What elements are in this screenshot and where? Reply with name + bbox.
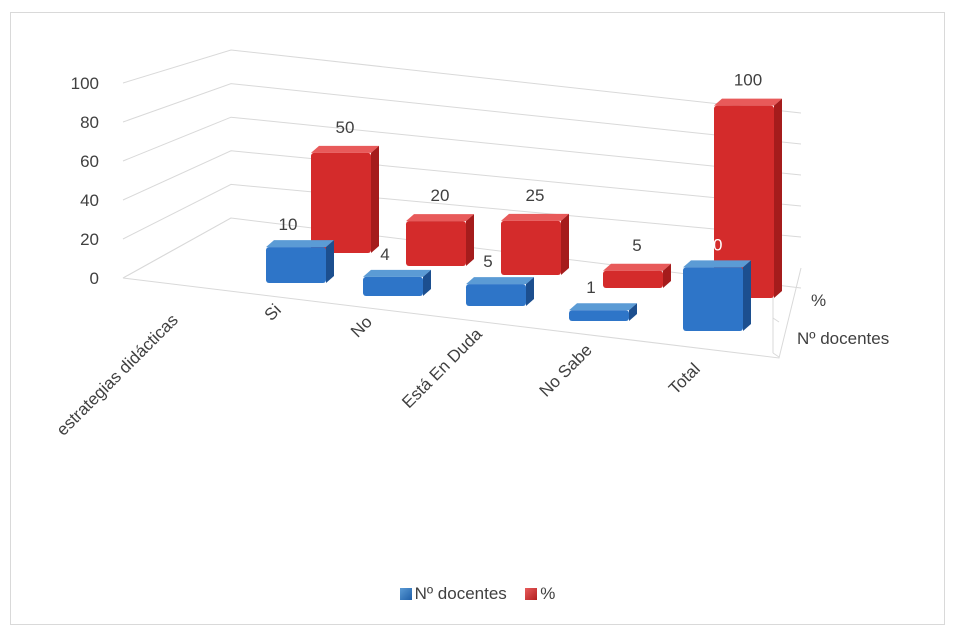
depth-axis-labels: % Nº docentes bbox=[797, 291, 889, 348]
bar-front bbox=[311, 152, 371, 253]
bar-side bbox=[466, 214, 474, 266]
legend-swatch-percent bbox=[525, 588, 538, 600]
gridline bbox=[122, 49, 802, 114]
bar-front bbox=[683, 267, 743, 331]
data-label-docentes: 1 bbox=[586, 278, 595, 297]
category-label: estrategias didácticas bbox=[53, 310, 182, 439]
bar-side bbox=[326, 240, 334, 283]
bar-docentes bbox=[683, 260, 751, 331]
y-tick-label: 80 bbox=[80, 113, 99, 132]
bar-side bbox=[774, 98, 782, 299]
data-label-percent: 100 bbox=[734, 71, 762, 90]
gridline bbox=[122, 116, 802, 176]
y-tick-label: 100 bbox=[71, 74, 99, 93]
gridline bbox=[122, 83, 802, 145]
y-tick-label: 0 bbox=[90, 269, 99, 288]
data-label-docentes: 5 bbox=[483, 252, 492, 271]
bar-side bbox=[629, 303, 637, 321]
bar-percent bbox=[603, 263, 671, 288]
category-label: Está En Duda bbox=[398, 324, 486, 412]
bar-front bbox=[501, 220, 561, 275]
data-label-percent: 25 bbox=[526, 186, 545, 205]
bar-front bbox=[569, 310, 629, 321]
category-labels: estrategias didácticas Si No Está En Duda No… bbox=[53, 300, 704, 439]
bar-docentes bbox=[363, 269, 431, 296]
bar-top bbox=[714, 98, 782, 106]
y-tick-label: 60 bbox=[80, 152, 99, 171]
data-label-layer: 50 20 25 5 100 10 4 5 1 20 bbox=[279, 71, 763, 298]
legend-label-percent: % bbox=[540, 584, 556, 603]
legend-item-docentes: Nº docentes bbox=[399, 584, 507, 604]
bar-percent bbox=[714, 98, 782, 299]
legend: Nº docentes % bbox=[0, 584, 955, 605]
data-label-percent: 20 bbox=[431, 186, 450, 205]
bar-top bbox=[363, 269, 431, 277]
bar-top bbox=[683, 260, 751, 268]
bar-top bbox=[266, 240, 334, 248]
category-label: Total bbox=[665, 359, 704, 398]
bar-front bbox=[466, 284, 526, 306]
y-tick-label: 40 bbox=[80, 191, 99, 210]
bar-top bbox=[501, 213, 569, 221]
bar-side bbox=[526, 277, 534, 306]
data-label-docentes: 10 bbox=[279, 215, 298, 234]
category-label: No Sabe bbox=[536, 340, 596, 400]
category-label: No bbox=[347, 312, 376, 341]
bar-side bbox=[561, 213, 569, 275]
bar-docentes bbox=[266, 240, 334, 283]
bar-docentes bbox=[569, 303, 637, 321]
bar-percent bbox=[501, 213, 569, 275]
gridline bbox=[122, 183, 802, 240]
bar-percent bbox=[406, 214, 474, 266]
bar-top bbox=[406, 214, 474, 222]
legend-label-docentes: Nº docentes bbox=[414, 584, 507, 603]
bar-side bbox=[743, 260, 751, 331]
bar-front bbox=[266, 247, 326, 283]
data-label-docentes: 20 bbox=[704, 235, 723, 254]
bar-percent bbox=[311, 145, 379, 253]
bar-front bbox=[714, 105, 774, 299]
bar-top bbox=[603, 263, 671, 271]
bar-side bbox=[663, 263, 671, 288]
data-label-percent: 50 bbox=[336, 118, 355, 137]
bar-side bbox=[423, 269, 431, 296]
bar-top bbox=[466, 277, 534, 285]
y-axis-ticks: 0 20 40 60 80 100 bbox=[71, 74, 99, 288]
data-label-docentes: 4 bbox=[380, 245, 389, 264]
depth-label-docentes: Nº docentes bbox=[797, 329, 889, 348]
chart-area: 0 20 40 60 80 100 50 20 25 5 100 10 4 5 1 20 estrategi… bbox=[10, 12, 945, 625]
bar-top bbox=[569, 303, 637, 311]
bar-front bbox=[406, 221, 466, 266]
bar-layer bbox=[266, 98, 782, 331]
bar-front bbox=[363, 276, 423, 296]
legend-item-percent: % bbox=[525, 584, 555, 604]
legend-swatch-docentes bbox=[399, 588, 412, 600]
depth-label-percent: % bbox=[811, 291, 826, 310]
gridline bbox=[122, 150, 802, 207]
y-tick-label: 20 bbox=[80, 230, 99, 249]
bar-front bbox=[603, 270, 663, 288]
category-label: Si bbox=[261, 300, 285, 324]
chart-svg: 0 20 40 60 80 100 50 20 25 5 100 10 4 5 1 20 estrategi… bbox=[53, 49, 889, 439]
bar-docentes bbox=[466, 277, 534, 306]
bar-side bbox=[371, 145, 379, 253]
bar-top bbox=[311, 145, 379, 153]
data-label-percent: 5 bbox=[632, 236, 641, 255]
